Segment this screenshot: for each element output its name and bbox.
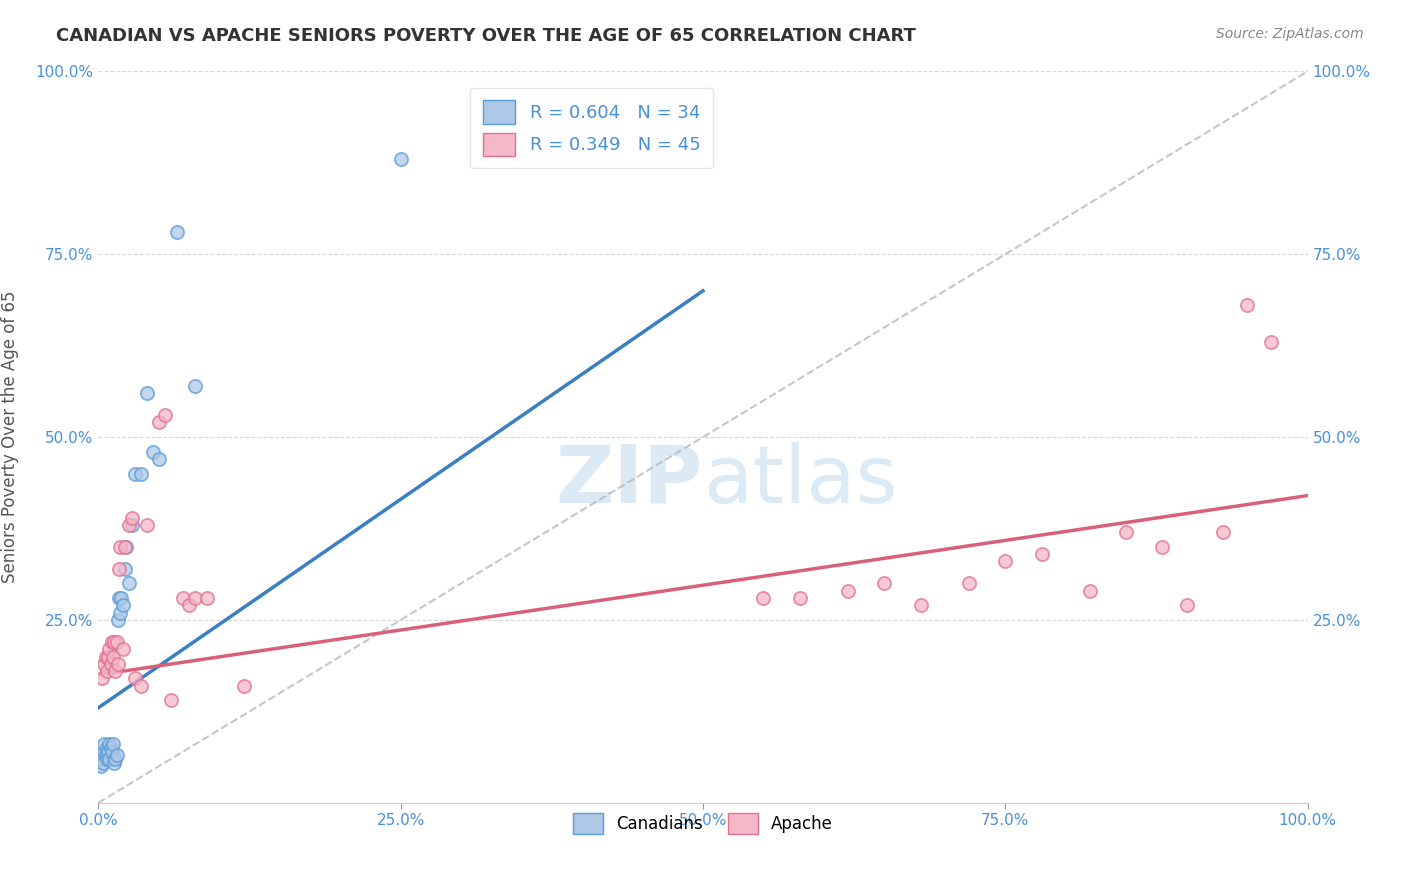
Point (124, 672, 146, 686)
Point (91, 672, 114, 686)
Point (104, 752, 127, 766)
Point (389, 152, 412, 166)
Point (1212, 525, 1234, 540)
Point (100, 745, 122, 759)
Point (98, 642, 121, 657)
Point (1236, 298, 1258, 312)
Y-axis label: Seniors Poverty Over the Age of 65: Seniors Poverty Over the Age of 65 (1, 291, 18, 583)
Point (100, 635, 122, 649)
Point (160, 693, 183, 707)
Point (124, 467, 146, 481)
Point (101, 649, 124, 664)
Point (118, 576, 141, 591)
Point (873, 576, 896, 591)
Legend: Canadians, Apache: Canadians, Apache (561, 801, 845, 846)
Point (114, 562, 136, 576)
Point (195, 591, 218, 605)
Point (93, 745, 115, 759)
Point (121, 510, 143, 524)
Point (166, 225, 188, 239)
Point (121, 517, 143, 532)
Point (94, 748, 117, 763)
Point (96, 664, 118, 678)
Point (91, 752, 114, 766)
Point (94, 649, 117, 664)
Point (1175, 599, 1198, 613)
Point (100, 740, 122, 755)
Point (91, 756, 114, 770)
Point (135, 386, 157, 401)
Text: CANADIAN VS APACHE SENIORS POVERTY OVER THE AGE OF 65 CORRELATION CHART: CANADIAN VS APACHE SENIORS POVERTY OVER … (56, 27, 917, 45)
Point (104, 664, 127, 678)
Point (105, 635, 128, 649)
Point (96, 740, 118, 755)
Point (97, 649, 120, 664)
Point (172, 591, 194, 605)
Point (837, 583, 859, 598)
Point (107, 657, 129, 671)
Point (93, 657, 115, 671)
Point (115, 540, 138, 554)
Point (110, 591, 132, 605)
Point (108, 540, 131, 554)
Point (98, 737, 121, 751)
Point (1152, 540, 1174, 554)
Point (111, 599, 134, 613)
Point (108, 591, 131, 605)
Point (994, 554, 1017, 568)
Point (107, 613, 129, 627)
Point (98, 752, 121, 766)
Point (1260, 334, 1282, 349)
Point (142, 444, 165, 458)
Point (103, 756, 125, 770)
Point (90, 759, 112, 773)
Point (789, 591, 811, 605)
Point (129, 679, 152, 693)
Point (97, 745, 120, 759)
Point (957, 576, 980, 591)
Point (114, 540, 136, 554)
Point (148, 416, 170, 430)
Point (103, 635, 125, 649)
Point (93, 737, 115, 751)
Point (232, 679, 254, 693)
Point (101, 737, 124, 751)
Point (1078, 583, 1101, 598)
Point (910, 599, 932, 613)
Text: Source: ZipAtlas.com: Source: ZipAtlas.com (1216, 27, 1364, 41)
Point (1115, 525, 1137, 540)
Point (153, 408, 176, 422)
Point (148, 452, 170, 467)
Point (184, 379, 207, 393)
Text: ZIP: ZIP (555, 442, 703, 520)
Point (108, 606, 131, 620)
Point (105, 748, 128, 763)
Point (118, 517, 141, 532)
Point (179, 599, 201, 613)
Point (135, 517, 157, 532)
Point (96, 752, 118, 766)
Point (752, 591, 775, 605)
Point (184, 591, 207, 605)
Text: atlas: atlas (703, 442, 897, 520)
Point (1031, 547, 1053, 561)
Point (100, 657, 122, 671)
Point (108, 562, 131, 576)
Point (129, 467, 152, 481)
Point (111, 642, 134, 657)
